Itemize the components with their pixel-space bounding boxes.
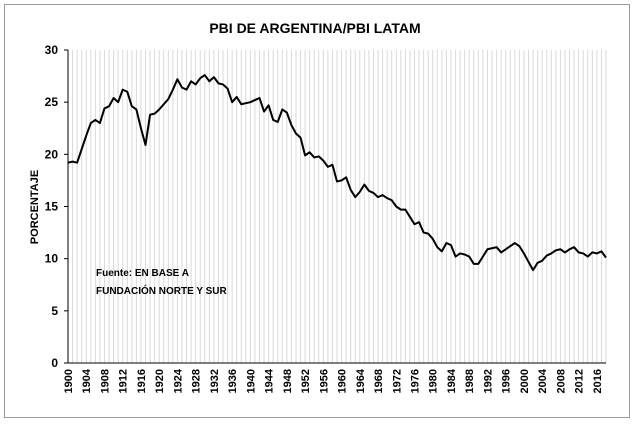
series-line-pbi-ratio xyxy=(67,74,607,272)
y-tick-label: 15 xyxy=(45,200,59,214)
x-tick-label: 1940 xyxy=(245,369,257,393)
x-tick-label: 1956 xyxy=(318,369,330,393)
x-axis-ticks: 1900 1904 1908 1912 1916 1920 1924 1928 1932 1936… xyxy=(63,368,604,393)
x-tick-label: 1932 xyxy=(209,369,221,393)
x-tick-label: 1908 xyxy=(99,369,111,393)
x-tick-label: 1920 xyxy=(154,369,166,393)
x-tick-label: 1904 xyxy=(81,368,93,393)
x-tick-label: 2000 xyxy=(519,369,531,393)
y-tick-label: 25 xyxy=(45,95,59,109)
x-tick-label: 1924 xyxy=(172,368,184,393)
x-tick-label: 2008 xyxy=(555,369,567,393)
x-tick-label: 2012 xyxy=(574,369,586,393)
y-axis-ticks: 0 5 10 15 20 25 30 xyxy=(45,43,68,370)
y-tick-label: 10 xyxy=(45,252,59,266)
x-tick-label: 1900 xyxy=(63,369,75,393)
x-tick-label: 2004 xyxy=(537,368,549,393)
x-tick-label: 1992 xyxy=(482,369,494,393)
x-tick-label: 1980 xyxy=(428,369,440,393)
chart-title: PBI DE ARGENTINA/PBI LATAM xyxy=(209,20,420,36)
x-tick-label: 1936 xyxy=(227,369,239,393)
source-annotation-line-2: FUNDACIÓN NORTE Y SUR xyxy=(96,284,228,297)
x-tick-label: 1952 xyxy=(300,369,312,393)
chart-frame xyxy=(4,4,630,418)
y-tick-label: 5 xyxy=(51,304,58,318)
x-tick-label: 1948 xyxy=(282,369,294,393)
x-tick-label: 1984 xyxy=(446,368,458,393)
x-tick-label: 1988 xyxy=(464,369,476,393)
source-annotation-line-1: Fuente: EN BASE A xyxy=(96,268,189,279)
x-tick-label: 1912 xyxy=(118,369,130,393)
x-tick-label: 1968 xyxy=(373,369,385,393)
x-tick-label: 1960 xyxy=(337,369,349,393)
x-tick-label: 1976 xyxy=(410,369,422,393)
x-tick-label: 1928 xyxy=(191,369,203,393)
y-tick-label: 20 xyxy=(45,147,59,161)
x-tick-label: 2016 xyxy=(592,369,604,393)
y-tick-label: 30 xyxy=(45,43,59,57)
x-tick-label: 1996 xyxy=(501,369,513,393)
y-axis-label: PORCENTAJE xyxy=(29,170,41,244)
x-tick-label: 1916 xyxy=(136,369,148,393)
x-tick-label: 1944 xyxy=(264,368,276,393)
y-tick-label: 0 xyxy=(51,356,58,370)
vertical-gridlines xyxy=(72,50,607,363)
x-tick-label: 1972 xyxy=(391,369,403,393)
x-tick-label: 1964 xyxy=(355,368,367,393)
